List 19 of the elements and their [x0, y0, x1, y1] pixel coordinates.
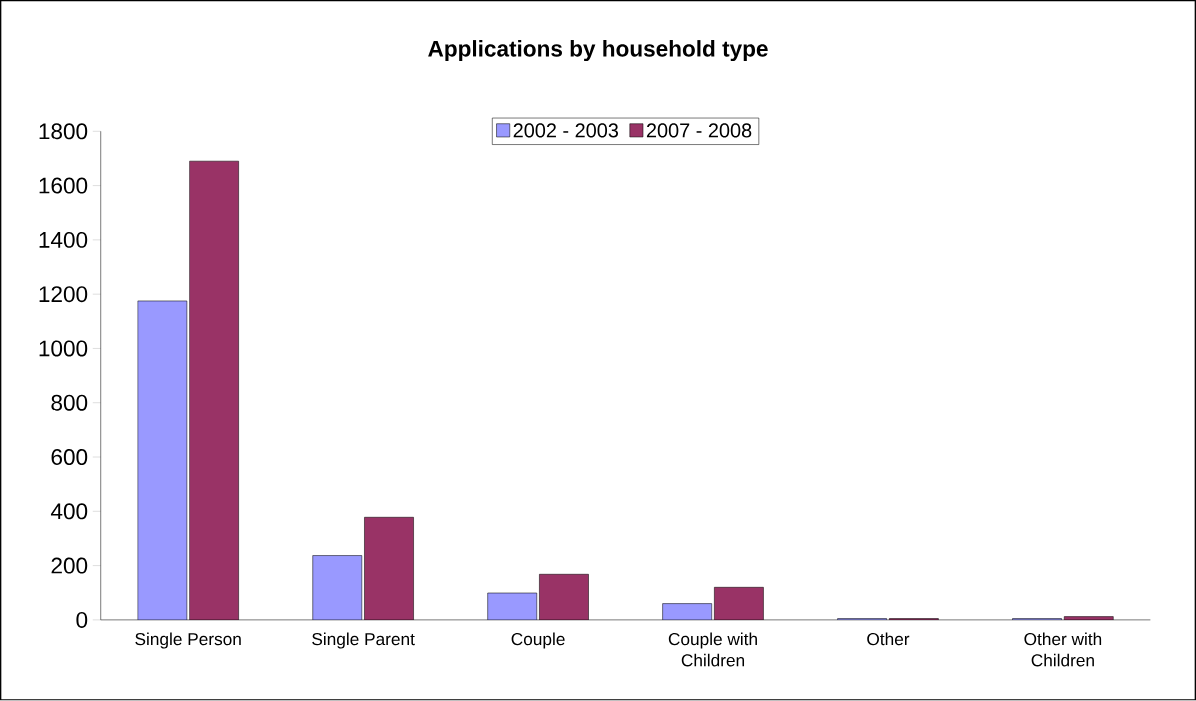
- x-tick-label: Couple with Children: [668, 632, 757, 667]
- x-tick-label: Other with Children: [1024, 632, 1102, 667]
- x-tick-label: Single Parent: [312, 632, 415, 649]
- y-tick-label: 200: [51, 557, 88, 574]
- y-tick-label: 1800: [39, 123, 88, 140]
- y-tick-label: 600: [51, 449, 88, 466]
- x-tick-label: Single Person: [135, 632, 241, 649]
- legend-label: 2002 - 2003: [513, 123, 619, 138]
- y-tick-label: 1400: [39, 232, 88, 249]
- y-tick-label: 1200: [39, 286, 88, 303]
- legend-label: 2007 - 2008: [646, 123, 752, 138]
- y-tick-label: 1600: [39, 177, 88, 194]
- y-tick-label: 0: [76, 612, 88, 629]
- x-tick-label: Other: [867, 632, 910, 646]
- x-tick-label: Couple: [511, 632, 565, 649]
- chart-title: Applications by household type: [428, 40, 768, 62]
- y-tick-label: 1000: [39, 340, 88, 357]
- y-tick-label: 400: [50, 503, 88, 520]
- y-tick-label: 800: [51, 394, 88, 411]
